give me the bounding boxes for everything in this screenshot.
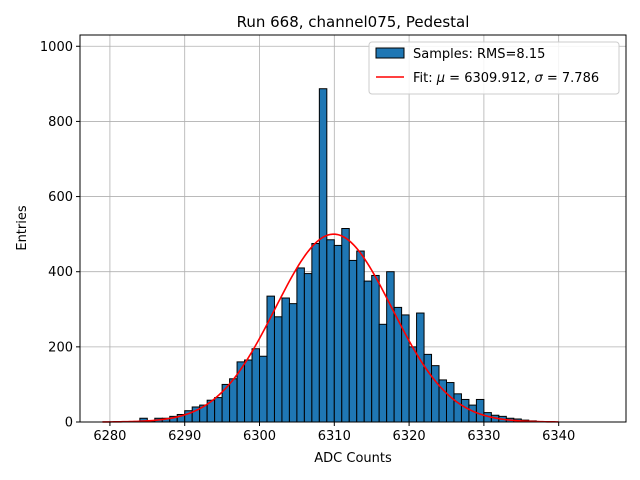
histogram-bar	[296, 267, 305, 423]
histogram-bar	[356, 250, 365, 423]
histogram-bar	[303, 273, 313, 423]
histogram-bar	[318, 88, 328, 423]
x-axis-ticks: 6280 6290 6300 6310 6320 6330 6340	[93, 422, 575, 444]
legend-sigma-symbol: σ	[535, 71, 544, 86]
legend-box	[368, 41, 620, 95]
legend-fit-label: Fit: μ = 6309.912, σ = 7.786	[413, 71, 599, 86]
histogram-bar	[431, 365, 440, 423]
x-tick-label: 6300	[243, 429, 276, 444]
y-tick-label: 1000	[40, 40, 73, 55]
legend-mu-symbol: μ	[436, 71, 445, 86]
histogram-bar	[416, 312, 425, 423]
x-tick-label: 6280	[93, 429, 126, 444]
histogram-bar	[475, 398, 485, 423]
histogram-bar	[401, 314, 410, 423]
histogram-bars	[139, 88, 537, 423]
histogram-bar	[229, 378, 238, 423]
y-tick-label: 0	[65, 416, 73, 431]
x-tick-label: 6330	[467, 429, 500, 444]
histogram-bar	[468, 404, 477, 423]
y-axis-ticks: 0 200 400 600 800 1000	[40, 40, 80, 431]
histogram-bar	[371, 274, 380, 423]
histogram-bar	[423, 353, 433, 423]
histogram-bar	[266, 295, 275, 423]
histogram-bar	[408, 346, 418, 423]
x-tick-label: 6340	[542, 429, 575, 444]
histogram-bar	[273, 316, 283, 423]
fit-curve	[102, 233, 559, 423]
histogram-bar	[281, 297, 290, 423]
legend-samples-swatch	[375, 47, 405, 59]
histogram-bar	[244, 359, 253, 423]
y-axis-label: Entries	[15, 205, 30, 251]
histogram-bar	[259, 355, 268, 423]
legend-fit-prefix: Fit:	[413, 71, 437, 86]
histogram-bar	[386, 271, 395, 423]
histogram-bar	[251, 348, 261, 423]
histogram-bar	[236, 361, 246, 423]
y-tick-label: 200	[48, 340, 73, 355]
histogram-bar	[341, 228, 350, 423]
x-tick-label: 6320	[393, 429, 426, 444]
axes-frame	[79, 34, 627, 423]
x-axis-label: ADC Counts	[314, 451, 392, 466]
histogram-bar	[460, 398, 470, 423]
histogram-bar	[348, 259, 358, 423]
histogram-bar	[445, 382, 455, 423]
chart-title: Run 668, channel075, Pedestal	[237, 13, 470, 31]
histogram-bar	[214, 397, 223, 423]
histogram-bar	[333, 244, 343, 423]
histogram-bar	[288, 303, 298, 423]
x-tick-label: 6290	[168, 429, 201, 444]
histogram-bar	[453, 393, 462, 423]
y-tick-label: 400	[48, 265, 73, 280]
x-tick-label: 6310	[318, 429, 351, 444]
histogram-bar	[363, 280, 373, 423]
histogram-bar	[326, 239, 335, 423]
y-tick-label: 800	[48, 115, 73, 130]
legend: Samples: RMS=8.15 Fit: μ = 6309.912, σ =…	[368, 41, 620, 95]
y-tick-label: 600	[48, 190, 73, 205]
histogram-bar	[378, 323, 388, 423]
legend-mu-value: = 6309.912,	[445, 71, 534, 86]
histogram-bar	[311, 243, 320, 423]
legend-sigma-value: = 7.786	[543, 71, 599, 86]
legend-samples-label: Samples: RMS=8.15	[413, 47, 545, 62]
